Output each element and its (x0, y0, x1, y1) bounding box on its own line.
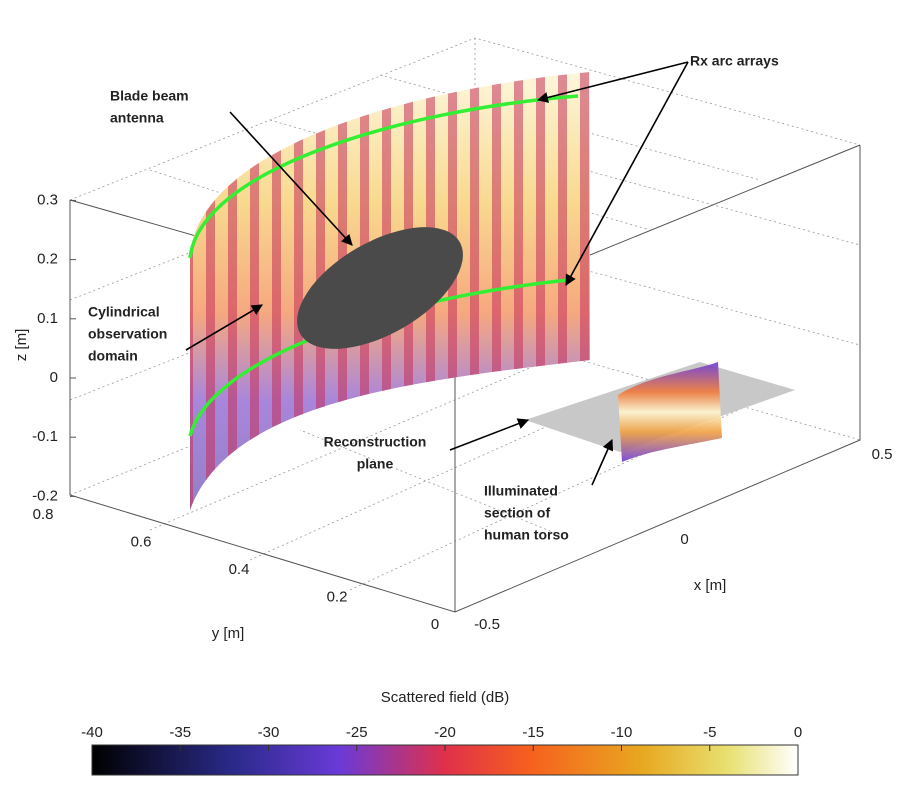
annotation: observation (88, 326, 167, 342)
annotation: section of (484, 505, 550, 521)
colorbar-tick-label: -30 (258, 724, 280, 741)
annotation: Reconstruction (324, 434, 427, 450)
arrows (185, 61, 689, 486)
y-tick-label: 0.4 (229, 561, 250, 578)
colorbar-title: Scattered field (dB) (381, 689, 509, 706)
annotation: Illuminated (484, 483, 558, 499)
z-tick-label: 0.1 (37, 310, 58, 327)
y-tick-label: 0.6 (131, 533, 152, 550)
colorbar-tick-label: -20 (434, 724, 456, 741)
x-tick-label: -0.5 (474, 616, 500, 633)
annotation: Rx arc arrays (690, 53, 779, 69)
colorbar-tick-label: -15 (522, 724, 544, 741)
annotation: antenna (110, 110, 164, 126)
annotation: human torso (484, 527, 569, 543)
colorbar-tick-label: -25 (346, 724, 368, 741)
rx-arc (188, 94, 579, 259)
z-axis-label: z [m] (13, 329, 30, 362)
y-tick-label: 0.8 (33, 506, 54, 523)
torso (618, 362, 722, 462)
annotation: Blade beam (110, 88, 189, 104)
z-tick-label: -0.1 (32, 428, 58, 445)
z-tick-label: 0.3 (37, 191, 58, 208)
annotation: plane (357, 456, 394, 472)
y-tick-label: 0.2 (327, 588, 348, 605)
x-axis-label: x [m] (694, 577, 727, 594)
antenna (297, 227, 463, 349)
colorbar-tick-label: -10 (611, 724, 633, 741)
colorbar-tick-label: 0 (794, 724, 802, 741)
x-tick-label: 0.5 (872, 446, 893, 463)
annotation: domain (88, 348, 138, 364)
annotation: Cylindrical (88, 304, 160, 320)
colorbar-tick-label: -5 (703, 724, 716, 741)
z-tick-label: -0.2 (32, 487, 58, 504)
z-tick-label: 0.2 (37, 251, 58, 268)
y-axis-label: y [m] (212, 625, 245, 642)
y-tick-label: 0 (431, 616, 439, 633)
colorbar-tick-label: -35 (169, 724, 191, 741)
z-tick-label: 0 (50, 369, 58, 386)
x-tick-label: 0 (680, 531, 688, 548)
colorbar-tick-label: -40 (81, 724, 103, 741)
